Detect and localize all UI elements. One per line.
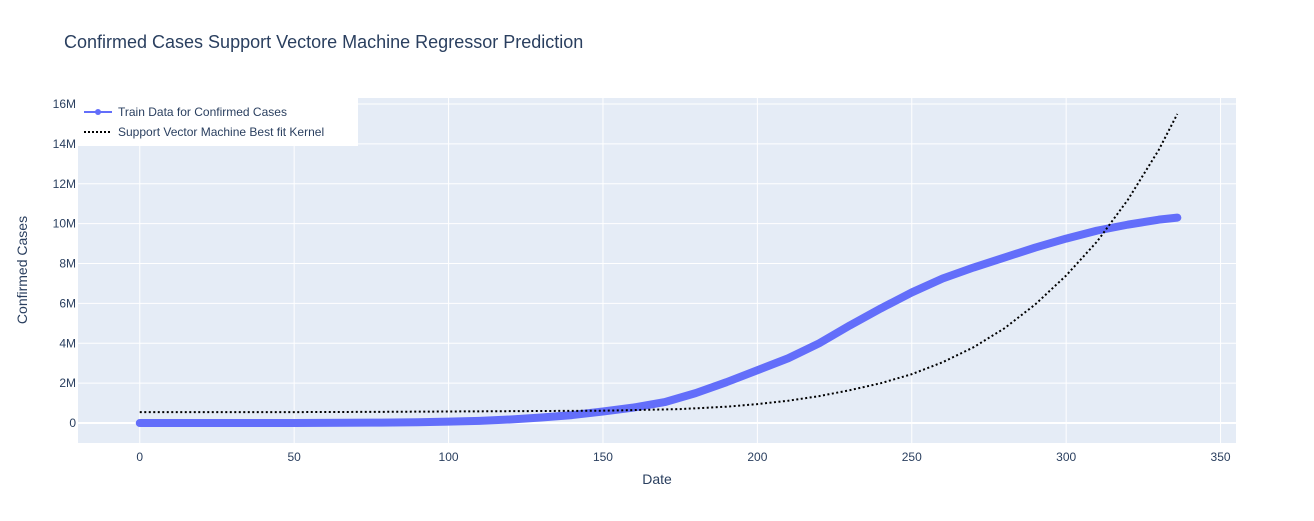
legend-marker bbox=[95, 109, 101, 115]
data-point bbox=[1093, 227, 1101, 235]
legend-label: Support Vector Machine Best fit Kernel bbox=[118, 125, 324, 139]
x-axis-title: Date bbox=[642, 471, 672, 487]
x-tick-label: 100 bbox=[439, 450, 459, 464]
data-point bbox=[475, 417, 483, 425]
x-tick-label: 150 bbox=[593, 450, 613, 464]
data-point bbox=[290, 419, 298, 427]
x-tick-label: 200 bbox=[747, 450, 767, 464]
data-point bbox=[506, 415, 514, 423]
data-point bbox=[877, 304, 885, 312]
y-gridlines bbox=[78, 103, 1236, 425]
chart-title: Confirmed Cases Support Vectore Machine … bbox=[64, 32, 583, 52]
y-tick-label: 14M bbox=[53, 137, 76, 151]
series-line-svm-fit bbox=[139, 113, 1179, 414]
y-axis-title: Confirmed Cases bbox=[14, 216, 30, 324]
data-point bbox=[784, 354, 792, 362]
data-point bbox=[1155, 216, 1163, 224]
x-tick-label: 250 bbox=[902, 450, 922, 464]
data-point bbox=[1173, 214, 1181, 222]
data-point bbox=[722, 378, 730, 386]
data-point bbox=[213, 419, 221, 427]
x-tick-label: 300 bbox=[1056, 450, 1076, 464]
data-point bbox=[568, 411, 576, 419]
data-point bbox=[367, 419, 375, 427]
y-tick-label: 4M bbox=[59, 336, 76, 350]
y-tick-label: 6M bbox=[59, 296, 76, 310]
legend-item[interactable]: Train Data for Confirmed Cases bbox=[84, 105, 287, 119]
data-point bbox=[1031, 244, 1039, 252]
series-layer bbox=[135, 113, 1182, 428]
data-point bbox=[846, 321, 854, 329]
y-tick-label: 10M bbox=[53, 217, 76, 231]
y-tick-label: 8M bbox=[59, 257, 76, 271]
data-point bbox=[1062, 235, 1070, 243]
y-tick-labels: 0 2M 4M 6M 8M 10M 12M 14M 16M bbox=[53, 97, 77, 430]
plot-area bbox=[78, 98, 1236, 443]
x-tick-label: 50 bbox=[287, 450, 301, 464]
x-tick-label: 350 bbox=[1211, 450, 1231, 464]
y-tick-label: 12M bbox=[53, 177, 76, 191]
data-point bbox=[939, 274, 947, 282]
data-point bbox=[414, 418, 422, 426]
y-tick-label: 16M bbox=[53, 97, 76, 111]
series-line-train-data bbox=[135, 213, 1182, 428]
legend[interactable]: Train Data for Confirmed Cases Support Ve… bbox=[78, 98, 358, 146]
data-point bbox=[537, 413, 545, 421]
data-point bbox=[661, 398, 669, 406]
data-point bbox=[815, 339, 823, 347]
data-point bbox=[445, 418, 453, 426]
legend-item[interactable]: Support Vector Machine Best fit Kernel bbox=[84, 125, 324, 139]
legend-label: Train Data for Confirmed Cases bbox=[118, 105, 287, 119]
data-point bbox=[908, 288, 916, 296]
data-point bbox=[970, 264, 978, 272]
x-tick-label: 0 bbox=[136, 450, 143, 464]
data-point bbox=[753, 366, 761, 374]
data-point bbox=[136, 419, 144, 427]
y-tick-label: 0 bbox=[69, 416, 76, 430]
data-point bbox=[1124, 221, 1132, 229]
y-tick-label: 2M bbox=[59, 376, 76, 390]
data-point bbox=[1000, 254, 1008, 262]
legend-background bbox=[78, 98, 358, 146]
x-tick-labels: 0 50 100 150 200 250 300 350 bbox=[136, 450, 1230, 464]
x-gridlines bbox=[139, 98, 1222, 443]
data-point bbox=[692, 389, 700, 397]
